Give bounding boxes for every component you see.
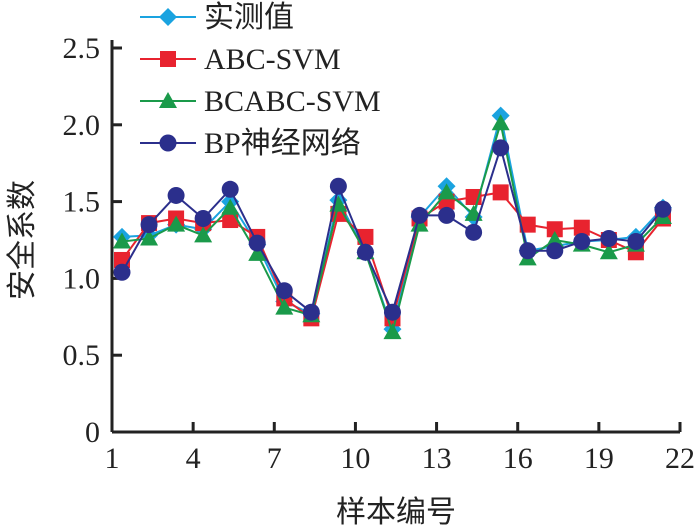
data-point <box>194 226 213 243</box>
data-point <box>411 206 429 224</box>
legend-label: 实测值 <box>204 1 294 34</box>
data-point <box>437 183 456 200</box>
data-point <box>492 184 509 201</box>
data-point <box>113 232 131 249</box>
data-point <box>654 200 672 218</box>
x-axis-label: 样本编号 <box>336 496 456 529</box>
tick-labels: 0 0.5 1.0 1.5 2.0 2.5 1 4 7 10 13 16 19 22 <box>63 32 696 475</box>
data-point <box>356 243 374 261</box>
data-point <box>491 114 510 131</box>
data-point <box>113 263 131 281</box>
data-point <box>221 198 240 215</box>
legend-marker <box>160 51 176 67</box>
legend-item: ABC-SVM <box>140 43 341 76</box>
legend: 实测值 ABC-SVM BCABC-SVM BP神经网络 <box>140 1 381 160</box>
y-tick-label: 1.5 <box>63 186 101 219</box>
data-point <box>545 231 564 247</box>
data-point <box>438 206 456 224</box>
legend-label: BP神经网络 <box>204 127 361 160</box>
data-point <box>519 216 536 233</box>
data-point <box>167 186 185 204</box>
data-point <box>519 242 537 260</box>
data-point <box>329 177 347 195</box>
data-point <box>275 298 294 315</box>
y-tick-label: 1.0 <box>63 262 101 295</box>
x-tick-label: 10 <box>340 442 370 475</box>
data-point <box>492 139 510 157</box>
legend-item: 实测值 <box>140 1 294 34</box>
series <box>113 106 672 340</box>
x-tick-label: 16 <box>503 442 533 475</box>
data-point <box>546 221 563 238</box>
axes <box>110 40 682 434</box>
legend-marker <box>159 134 177 152</box>
x-tick-label: 1 <box>105 442 120 475</box>
data-point <box>167 215 186 232</box>
legend-marker <box>159 8 177 26</box>
data-point <box>600 229 618 247</box>
x-tick-label: 4 <box>186 442 201 475</box>
data-point <box>302 303 320 321</box>
data-point <box>383 323 402 340</box>
data-point <box>221 180 239 198</box>
data-point <box>140 229 159 246</box>
data-point <box>599 243 618 260</box>
legend-label: ABC-SVM <box>204 43 341 76</box>
data-point <box>465 223 483 241</box>
data-point <box>383 303 401 321</box>
data-point <box>194 209 212 227</box>
y-tick-label: 2.0 <box>63 109 101 142</box>
data-point <box>573 233 591 251</box>
x-tick-label: 19 <box>584 442 614 475</box>
data-point <box>275 282 293 300</box>
legend-item: BCABC-SVM <box>140 85 381 118</box>
series-3 <box>113 139 672 321</box>
data-point <box>140 216 158 234</box>
y-tick-label: 0 <box>85 416 100 449</box>
data-point <box>248 244 267 261</box>
x-tick-label: 7 <box>267 442 282 475</box>
y-tick-label: 2.5 <box>63 32 101 65</box>
data-point <box>546 242 564 260</box>
y-axis-label: 安全系数 <box>6 180 39 300</box>
data-point <box>627 233 645 251</box>
y-tick-label: 0.5 <box>63 339 101 372</box>
x-tick-label: 13 <box>422 442 452 475</box>
legend-item: BP神经网络 <box>140 127 361 160</box>
data-point <box>248 234 266 252</box>
data-point <box>573 219 590 236</box>
legend-label: BCABC-SVM <box>204 85 381 118</box>
legend-marker <box>159 92 177 108</box>
x-tick-label: 22 <box>665 442 695 475</box>
